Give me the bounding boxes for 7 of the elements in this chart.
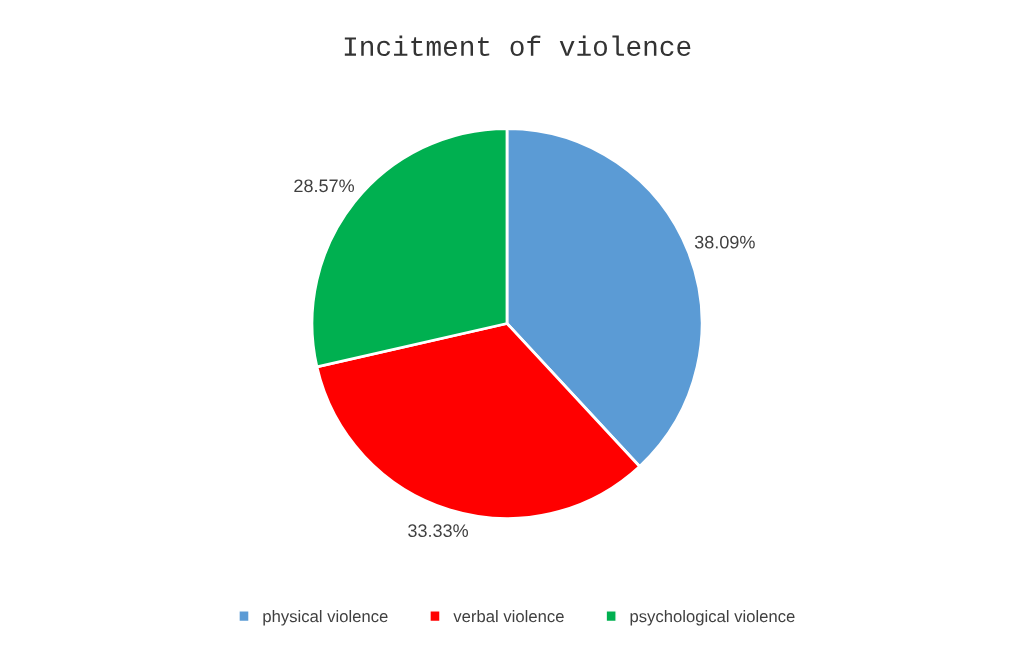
legend-label: verbal violence: [453, 609, 564, 623]
data-label: 38.09%: [694, 235, 755, 249]
chart-title: Incitment of violence: [344, 35, 691, 56]
legend-label: physical violence: [263, 609, 388, 626]
data-label: 33.33%: [408, 524, 469, 538]
data-label: 28.57%: [294, 179, 355, 193]
legend-label: psychological violence: [630, 609, 795, 626]
